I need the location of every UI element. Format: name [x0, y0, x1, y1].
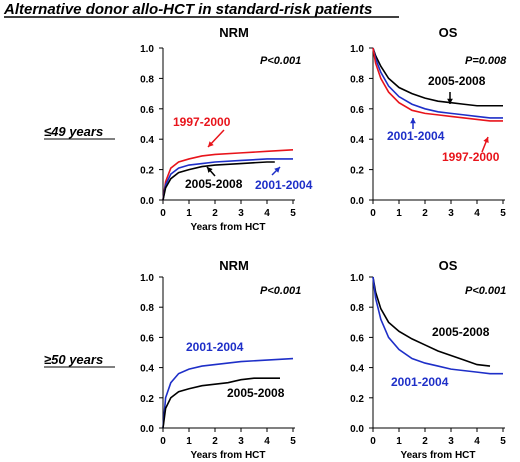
y-tick-label: 0.4	[140, 364, 154, 375]
series-line-2005-2008	[162, 377, 280, 429]
series-annotation: 2001-2004	[387, 129, 445, 143]
x-tick-label: 4	[474, 208, 480, 219]
series-annotation: 1997-2000	[173, 115, 231, 129]
series-line-2005-2008	[372, 276, 491, 367]
y-tick-label: 0.8	[140, 303, 154, 314]
x-tick-label: 3	[238, 436, 244, 447]
y-tick-label: 0.4	[350, 364, 364, 375]
y-tick-label: 0.4	[350, 135, 364, 146]
panel-title: NRM	[219, 25, 249, 40]
series-line-1997-2000	[372, 47, 503, 122]
annotation-arrowhead	[447, 98, 453, 104]
y-tick-label: 0.2	[140, 166, 154, 177]
chart-panel-2: 0.0 0.2 0.4 0.6 0.8 1.0 0 1 2 3 4 5 OS P=0.008 2005-20…	[350, 25, 507, 219]
y-tick-label: 0.0	[350, 424, 364, 435]
panel-title: NRM	[219, 258, 249, 273]
x-tick-label: 1	[186, 436, 192, 447]
series-line-1997-2000	[162, 149, 294, 201]
y-tick-label: 0.0	[140, 196, 154, 207]
chart-panel-3: 0.0 0.2 0.4 0.6 0.8 1.0 0 1 2 3 4 5 NRM P<0.001 Years …	[140, 258, 301, 461]
series-annotation: 1997-2000	[442, 150, 500, 164]
x-tick-label: 0	[370, 208, 376, 219]
y-tick-label: 0.2	[140, 394, 154, 405]
y-tick-label: 1.0	[350, 273, 364, 284]
p-value: P<0.001	[260, 285, 301, 297]
x-tick-label: 3	[448, 436, 454, 447]
panel-title: OS	[439, 25, 458, 40]
y-tick-label: 0.8	[350, 74, 364, 85]
series-line-2001-2004	[372, 276, 503, 375]
p-value: P=0.008	[465, 55, 507, 67]
series-annotation: 2005-2008	[432, 325, 490, 339]
y-tick-label: 0.4	[140, 135, 154, 146]
series-annotation: 2001-2004	[186, 340, 244, 354]
x-tick-label: 0	[160, 208, 166, 219]
chart-panel-1: 0.0 0.2 0.4 0.6 0.8 1.0 0 1 2 3 4 5 NRM P<0.001 Years …	[140, 25, 313, 233]
x-tick-label: 5	[500, 208, 506, 219]
x-tick-label: 1	[396, 208, 402, 219]
x-tick-label: 4	[474, 436, 480, 447]
panel-title: OS	[439, 258, 458, 273]
x-tick-label: 3	[238, 208, 244, 219]
figure-title: Alternative donor allo-HCT in standard-r…	[3, 1, 372, 18]
y-tick-label: 0.8	[350, 303, 364, 314]
x-tick-label: 4	[264, 436, 270, 447]
annotation-arrowhead	[483, 137, 489, 143]
p-value: P<0.001	[465, 285, 506, 297]
row-label-old: ≥50 years	[44, 352, 103, 367]
panels: 0.0 0.2 0.4 0.6 0.8 1.0 0 1 2 3 4 5 NRM P<0.001 Years …	[140, 25, 507, 461]
y-tick-label: 1.0	[140, 273, 154, 284]
x-tick-label: 5	[290, 208, 296, 219]
x-tick-label: 5	[500, 436, 506, 447]
x-tick-label: 1	[396, 436, 402, 447]
x-tick-label: 0	[160, 436, 166, 447]
series-annotation: 2005-2008	[185, 177, 243, 191]
x-tick-label: 3	[448, 208, 454, 219]
series-annotation: 2001-2004	[391, 375, 449, 389]
annotation-arrowhead	[410, 118, 416, 124]
annotation-arrowhead	[208, 141, 214, 147]
x-tick-label: 2	[422, 436, 428, 447]
y-tick-label: 0.6	[140, 105, 154, 116]
series-line-2005-2008	[162, 161, 275, 201]
series-line-2001-2004	[162, 158, 293, 201]
y-tick-label: 0.0	[350, 196, 364, 207]
p-value: P<0.001	[260, 55, 301, 67]
chart-panel-4: 0.0 0.2 0.4 0.6 0.8 1.0 0 1 2 3 4 5 OS P<0.001 Years f…	[350, 258, 506, 461]
y-tick-label: 0.6	[140, 333, 154, 344]
series-annotation: 2005-2008	[227, 386, 285, 400]
x-tick-label: 0	[370, 436, 376, 447]
x-axis-label: Years from HCT	[190, 450, 265, 461]
y-tick-label: 0.6	[350, 105, 364, 116]
series-annotation: 2005-2008	[428, 74, 486, 88]
y-tick-label: 0.8	[140, 74, 154, 85]
y-tick-label: 0.6	[350, 333, 364, 344]
x-tick-label: 2	[212, 436, 218, 447]
y-tick-label: 1.0	[140, 44, 154, 55]
x-axis-label: Years from HCT	[400, 450, 475, 461]
series-line-2005-2008	[372, 47, 503, 107]
series-line-2001-2004	[372, 47, 503, 119]
x-tick-label: 2	[212, 208, 218, 219]
x-tick-label: 5	[290, 436, 296, 447]
y-tick-label: 1.0	[350, 44, 364, 55]
x-tick-label: 1	[186, 208, 192, 219]
annotation-arrowhead	[274, 167, 280, 173]
y-tick-label: 0.0	[140, 424, 154, 435]
x-tick-label: 4	[264, 208, 270, 219]
x-axis-label: Years from HCT	[190, 222, 265, 233]
series-annotation: 2001-2004	[255, 178, 313, 192]
y-tick-label: 0.2	[350, 394, 364, 405]
annotation-arrowhead	[207, 167, 213, 173]
x-tick-label: 2	[422, 208, 428, 219]
y-tick-label: 0.2	[350, 166, 364, 177]
row-label-young: ≤49 years	[44, 124, 103, 139]
series-line-2001-2004	[162, 357, 294, 429]
